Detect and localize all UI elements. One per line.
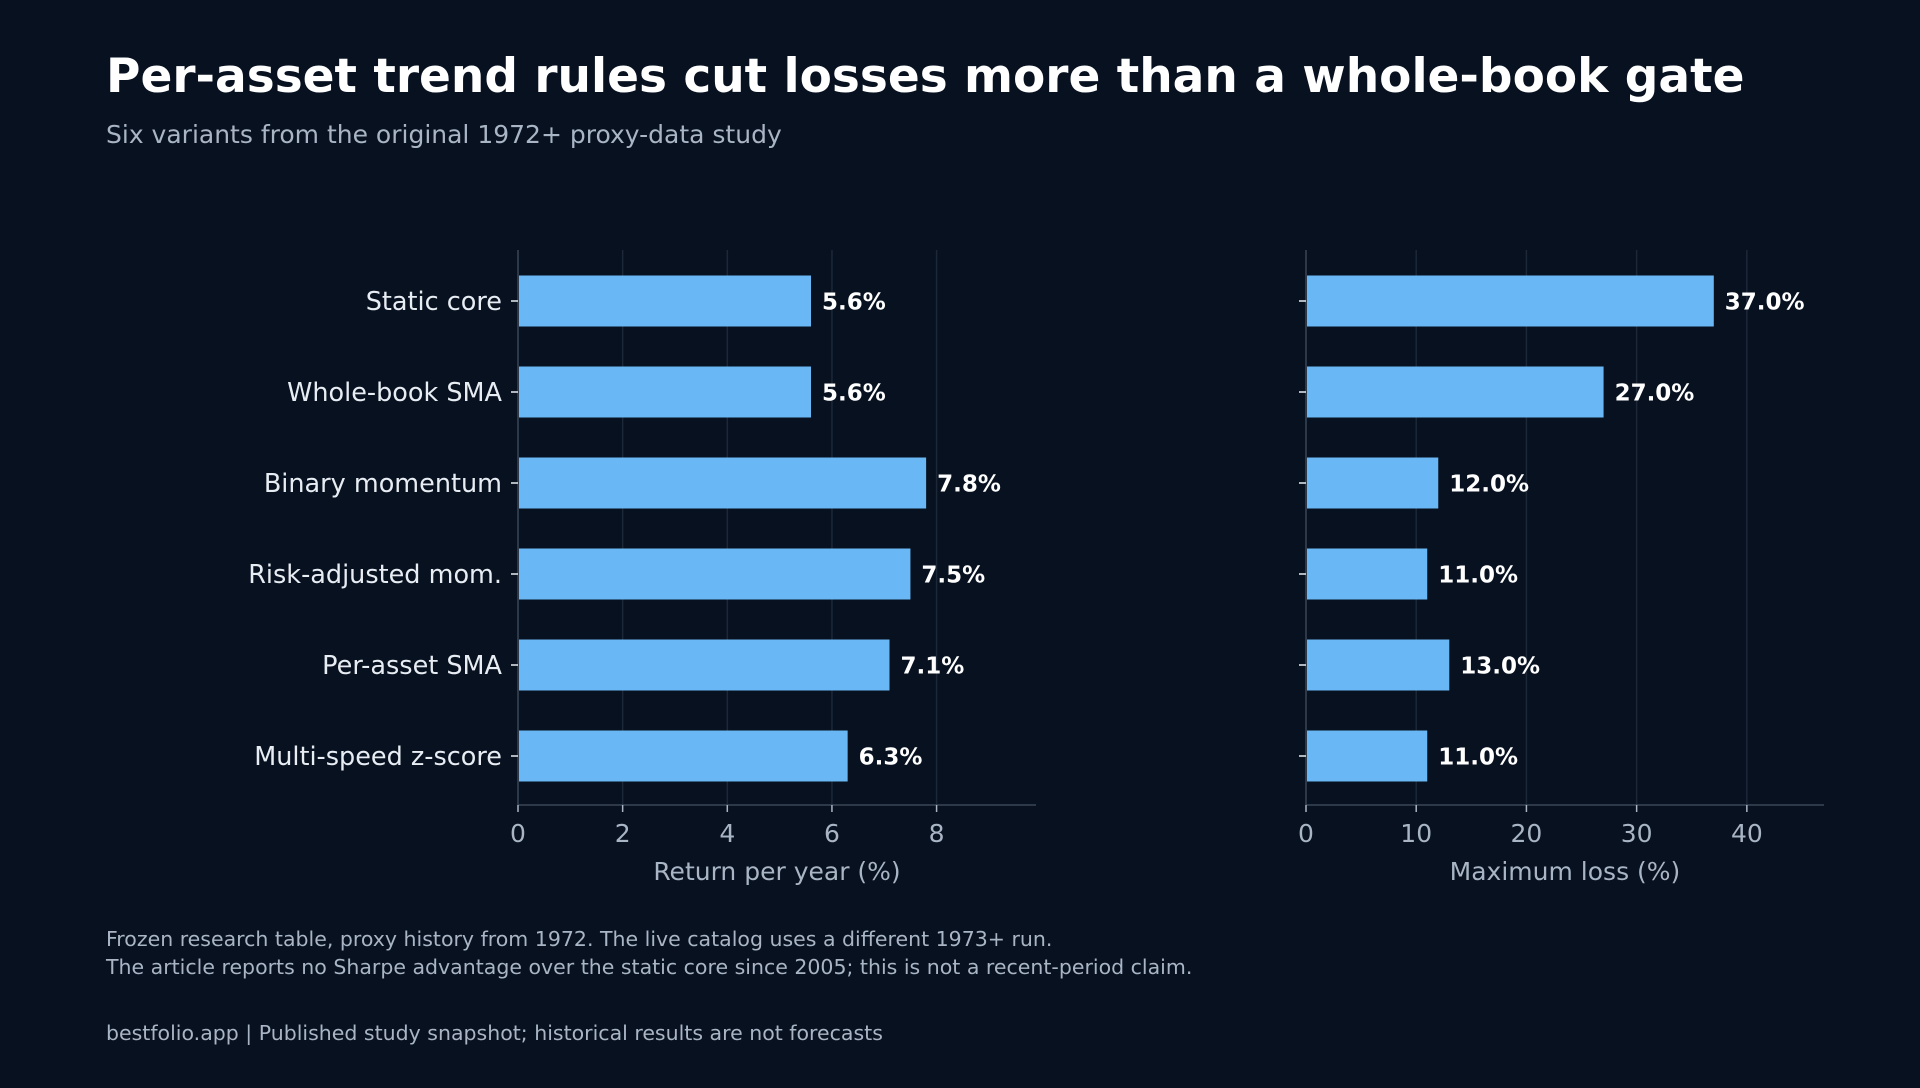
- value-label: 7.1%: [900, 654, 964, 680]
- value-label: 7.5%: [921, 563, 985, 589]
- x-tick-label: 6: [824, 819, 840, 848]
- bar: [519, 457, 927, 509]
- x-tick-label: 40: [1731, 819, 1763, 848]
- footer: bestfolio.app | Published study snapshot…: [106, 1021, 883, 1045]
- bar: [1307, 366, 1604, 418]
- category-label: Static core: [366, 287, 502, 317]
- category-label: Multi-speed z-score: [254, 742, 502, 772]
- value-label: 7.8%: [937, 472, 1001, 498]
- value-label: 12.0%: [1449, 472, 1529, 498]
- chart-title: Per-asset trend rules cut losses more th…: [106, 49, 1745, 104]
- category-label: Risk-adjusted mom.: [248, 560, 502, 590]
- x-tick-label: 30: [1621, 819, 1653, 848]
- value-label: 5.6%: [822, 290, 886, 316]
- x-tick-label: 0: [510, 819, 526, 848]
- bar: [1307, 730, 1428, 782]
- value-label: 11.0%: [1438, 563, 1518, 589]
- note-line: Frozen research table, proxy history fro…: [106, 927, 1053, 951]
- return-panel: 0 2 4 6 8 Return per year (%) Static core 5.6% W…: [248, 250, 1036, 886]
- bar: [519, 275, 812, 327]
- bar: [519, 548, 911, 600]
- x-tick-label: 2: [615, 819, 631, 848]
- category-label: Per-asset SMA: [322, 651, 502, 681]
- value-label: 5.6%: [822, 381, 886, 407]
- bar: [519, 366, 812, 418]
- note-line: The article reports no Sharpe advantage …: [106, 955, 1193, 979]
- bar: [1307, 457, 1439, 509]
- category-label: Binary momentum: [264, 469, 502, 499]
- value-label: 13.0%: [1460, 654, 1540, 680]
- x-tick-label: 8: [929, 819, 945, 848]
- value-label: 27.0%: [1615, 381, 1695, 407]
- chart-subtitle: Six variants from the original 1972+ pro…: [106, 120, 782, 149]
- max-loss-panel: 0 10 20 30 40 Maximum loss (%) 37.0% 27.0% 12.0%…: [1298, 250, 1824, 886]
- category-label: Whole-book SMA: [287, 378, 502, 408]
- bar: [519, 639, 890, 691]
- value-label: 11.0%: [1438, 745, 1518, 771]
- value-label: 37.0%: [1725, 290, 1805, 316]
- x-axis-label: Maximum loss (%): [1450, 857, 1681, 886]
- x-tick-label: 4: [719, 819, 735, 848]
- x-axis-label: Return per year (%): [653, 857, 900, 886]
- x-tick-label: 10: [1400, 819, 1432, 848]
- bar: [519, 730, 848, 782]
- x-tick-label: 20: [1511, 819, 1543, 848]
- bar: [1307, 275, 1714, 327]
- x-tick-label: 0: [1298, 819, 1314, 848]
- value-label: 6.3%: [859, 745, 923, 771]
- notes: Frozen research table, proxy history fro…: [106, 925, 1192, 981]
- bar: [1307, 639, 1450, 691]
- bar: [1307, 548, 1428, 600]
